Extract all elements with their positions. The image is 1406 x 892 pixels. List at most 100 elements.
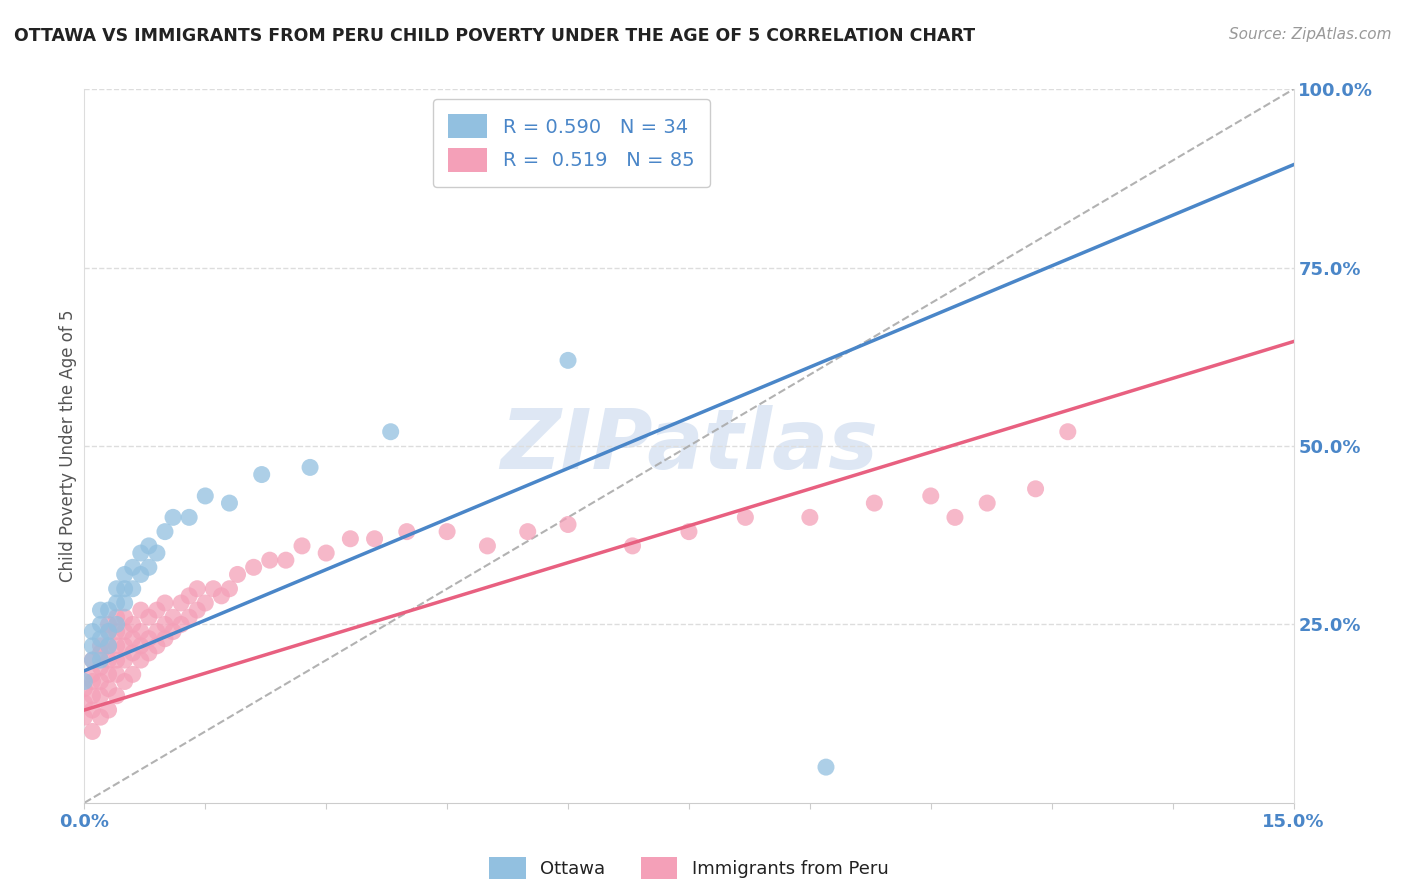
Point xyxy=(138,646,160,660)
Point xyxy=(82,689,104,703)
Point xyxy=(179,589,201,603)
Point xyxy=(89,639,111,653)
Point xyxy=(380,425,402,439)
Point xyxy=(121,560,143,574)
Point xyxy=(105,610,128,624)
Point xyxy=(105,624,128,639)
Point xyxy=(89,617,111,632)
Point xyxy=(339,532,361,546)
Point xyxy=(250,467,273,482)
Point xyxy=(557,353,579,368)
Point xyxy=(105,582,128,596)
Point xyxy=(114,567,136,582)
Point xyxy=(89,603,111,617)
Point xyxy=(153,596,176,610)
Point xyxy=(129,567,152,582)
Point xyxy=(170,617,193,632)
Point xyxy=(97,617,120,632)
Point xyxy=(97,639,120,653)
Point xyxy=(105,667,128,681)
Point xyxy=(186,603,208,617)
Point xyxy=(89,646,111,660)
Point xyxy=(82,703,104,717)
Point xyxy=(73,710,96,724)
Point xyxy=(436,524,458,539)
Point xyxy=(89,660,111,674)
Point xyxy=(146,639,169,653)
Point xyxy=(943,510,966,524)
Point xyxy=(105,639,128,653)
Point xyxy=(89,632,111,646)
Point xyxy=(274,553,297,567)
Point xyxy=(170,596,193,610)
Point xyxy=(179,610,201,624)
Point xyxy=(82,624,104,639)
Point xyxy=(799,510,821,524)
Point xyxy=(105,596,128,610)
Point xyxy=(105,689,128,703)
Point xyxy=(114,596,136,610)
Point xyxy=(114,639,136,653)
Point xyxy=(153,524,176,539)
Point xyxy=(138,539,160,553)
Text: OTTAWA VS IMMIGRANTS FROM PERU CHILD POVERTY UNDER THE AGE OF 5 CORRELATION CHAR: OTTAWA VS IMMIGRANTS FROM PERU CHILD POV… xyxy=(14,27,976,45)
Point xyxy=(209,589,232,603)
Point xyxy=(114,582,136,596)
Point xyxy=(82,724,104,739)
Point xyxy=(97,603,120,617)
Point xyxy=(920,489,942,503)
Point xyxy=(218,496,240,510)
Point xyxy=(129,546,152,560)
Point xyxy=(89,689,111,703)
Point xyxy=(82,653,104,667)
Point xyxy=(97,639,120,653)
Point xyxy=(218,582,240,596)
Point xyxy=(363,532,385,546)
Point xyxy=(259,553,281,567)
Point xyxy=(863,496,886,510)
Point xyxy=(153,617,176,632)
Text: ZIPatlas: ZIPatlas xyxy=(501,406,877,486)
Point xyxy=(121,646,143,660)
Point xyxy=(82,674,104,689)
Point xyxy=(129,624,152,639)
Point xyxy=(114,624,136,639)
Point xyxy=(114,674,136,689)
Point xyxy=(734,510,756,524)
Point xyxy=(82,639,104,653)
Point xyxy=(315,546,337,560)
Point xyxy=(477,539,499,553)
Point xyxy=(138,610,160,624)
Point xyxy=(121,667,143,681)
Point xyxy=(557,517,579,532)
Point xyxy=(226,567,249,582)
Point xyxy=(814,760,837,774)
Legend: Ottawa, Immigrants from Peru: Ottawa, Immigrants from Peru xyxy=(482,850,896,887)
Point xyxy=(194,489,217,503)
Point xyxy=(82,653,104,667)
Point xyxy=(202,582,225,596)
Point xyxy=(146,546,169,560)
Point xyxy=(89,710,111,724)
Point xyxy=(97,667,120,681)
Point xyxy=(1025,482,1047,496)
Point xyxy=(186,582,208,596)
Point xyxy=(97,653,120,667)
Point xyxy=(194,596,217,610)
Point xyxy=(89,674,111,689)
Point xyxy=(291,539,314,553)
Point xyxy=(138,560,160,574)
Point xyxy=(395,524,418,539)
Point xyxy=(621,539,644,553)
Point xyxy=(121,632,143,646)
Point xyxy=(114,653,136,667)
Point xyxy=(73,674,96,689)
Point xyxy=(73,681,96,696)
Point xyxy=(162,510,184,524)
Point xyxy=(153,632,176,646)
Point xyxy=(162,610,184,624)
Point xyxy=(97,624,120,639)
Point xyxy=(121,582,143,596)
Point xyxy=(129,603,152,617)
Point xyxy=(73,696,96,710)
